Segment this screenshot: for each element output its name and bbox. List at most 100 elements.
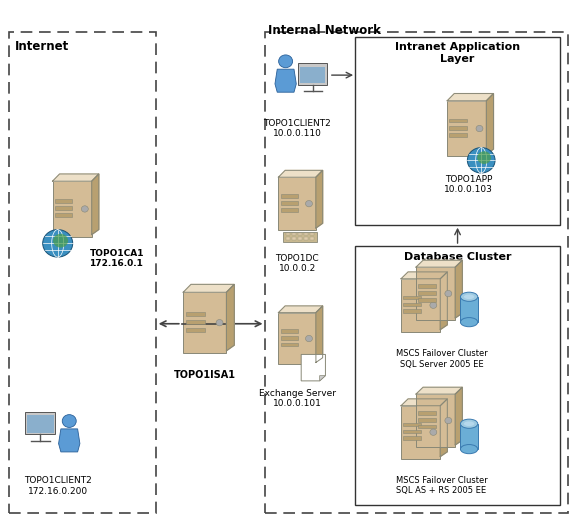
Polygon shape — [440, 399, 447, 457]
Polygon shape — [279, 170, 323, 177]
Text: Database Cluster: Database Cluster — [404, 252, 511, 262]
Bar — [281, 329, 298, 333]
Bar — [183, 292, 226, 353]
Bar — [418, 411, 436, 415]
Bar — [355, 37, 560, 225]
Circle shape — [62, 415, 76, 427]
Bar — [298, 237, 302, 240]
Text: TOPO1ISA1: TOPO1ISA1 — [174, 370, 236, 380]
Ellipse shape — [460, 444, 478, 454]
Bar — [403, 423, 421, 426]
Bar — [401, 279, 440, 332]
Polygon shape — [279, 306, 323, 313]
Polygon shape — [183, 285, 234, 292]
Polygon shape — [53, 174, 99, 181]
Circle shape — [445, 417, 452, 424]
Polygon shape — [416, 260, 462, 267]
Bar — [449, 118, 467, 122]
Bar — [418, 425, 436, 428]
Ellipse shape — [460, 292, 478, 302]
Bar — [449, 133, 467, 137]
Circle shape — [445, 290, 452, 297]
Text: MSCS Failover Cluster
SQL Server 2005 EE: MSCS Failover Cluster SQL Server 2005 EE — [395, 349, 488, 369]
Circle shape — [467, 148, 495, 173]
Bar — [286, 237, 290, 240]
Polygon shape — [455, 387, 462, 445]
Bar — [403, 309, 421, 313]
Circle shape — [430, 302, 437, 308]
Ellipse shape — [460, 317, 478, 327]
Circle shape — [81, 206, 88, 212]
Bar — [298, 63, 327, 85]
Circle shape — [476, 125, 483, 132]
Bar — [460, 297, 478, 322]
Bar — [55, 213, 73, 217]
Bar — [291, 233, 297, 235]
Polygon shape — [486, 94, 493, 154]
Bar — [186, 312, 205, 316]
Bar — [418, 291, 436, 295]
Bar — [416, 394, 455, 447]
Circle shape — [430, 429, 437, 435]
Bar — [186, 320, 205, 324]
Circle shape — [477, 151, 491, 164]
Polygon shape — [401, 399, 447, 406]
Circle shape — [279, 55, 293, 68]
Bar — [25, 412, 55, 434]
Bar — [281, 194, 298, 198]
Bar — [9, 32, 156, 513]
Circle shape — [306, 200, 313, 207]
Text: TOPO1DC
10.0.0.2: TOPO1DC 10.0.0.2 — [275, 254, 319, 273]
Polygon shape — [416, 387, 462, 394]
Polygon shape — [401, 272, 447, 279]
Bar — [281, 336, 298, 340]
Bar — [418, 418, 436, 422]
Polygon shape — [316, 170, 323, 228]
Bar — [403, 436, 421, 440]
Text: TOPO1APP
10.0.0.103: TOPO1APP 10.0.0.103 — [444, 175, 493, 194]
Bar — [55, 206, 73, 210]
Bar — [53, 181, 92, 237]
Text: TOPO1CA1
172.16.0.1: TOPO1CA1 172.16.0.1 — [89, 249, 144, 268]
Text: Exchange Server
10.0.0.101: Exchange Server 10.0.0.101 — [258, 389, 336, 408]
Ellipse shape — [464, 295, 474, 299]
Bar — [281, 343, 298, 346]
Bar — [279, 177, 316, 230]
Ellipse shape — [460, 419, 478, 428]
Bar — [279, 313, 316, 364]
Bar — [401, 406, 440, 459]
Bar — [403, 303, 421, 306]
Polygon shape — [440, 272, 447, 330]
Polygon shape — [226, 285, 234, 351]
Bar — [416, 267, 455, 320]
Bar — [27, 415, 54, 433]
Circle shape — [216, 320, 223, 326]
Bar — [460, 424, 478, 449]
Bar — [418, 298, 436, 302]
Polygon shape — [447, 94, 493, 101]
Text: Internet: Internet — [14, 40, 69, 53]
Circle shape — [306, 335, 313, 342]
Bar — [291, 237, 297, 240]
Circle shape — [53, 234, 68, 248]
Bar — [304, 237, 309, 240]
Bar — [300, 67, 325, 83]
Bar — [186, 327, 205, 332]
Bar — [418, 284, 436, 288]
Bar — [447, 101, 486, 157]
Polygon shape — [316, 306, 323, 362]
Polygon shape — [59, 429, 80, 452]
Circle shape — [43, 230, 73, 257]
Polygon shape — [92, 174, 99, 234]
Text: TOPO1CLIENT2
172.16.0.200: TOPO1CLIENT2 172.16.0.200 — [24, 476, 92, 496]
Bar — [265, 32, 568, 513]
Bar — [283, 232, 317, 242]
Bar — [310, 233, 314, 235]
Text: Intranet Application
Layer: Intranet Application Layer — [395, 42, 520, 64]
Bar — [281, 201, 298, 205]
Bar — [298, 233, 302, 235]
Polygon shape — [320, 376, 325, 381]
Bar — [403, 430, 421, 433]
Bar — [304, 233, 309, 235]
Bar — [281, 208, 298, 212]
